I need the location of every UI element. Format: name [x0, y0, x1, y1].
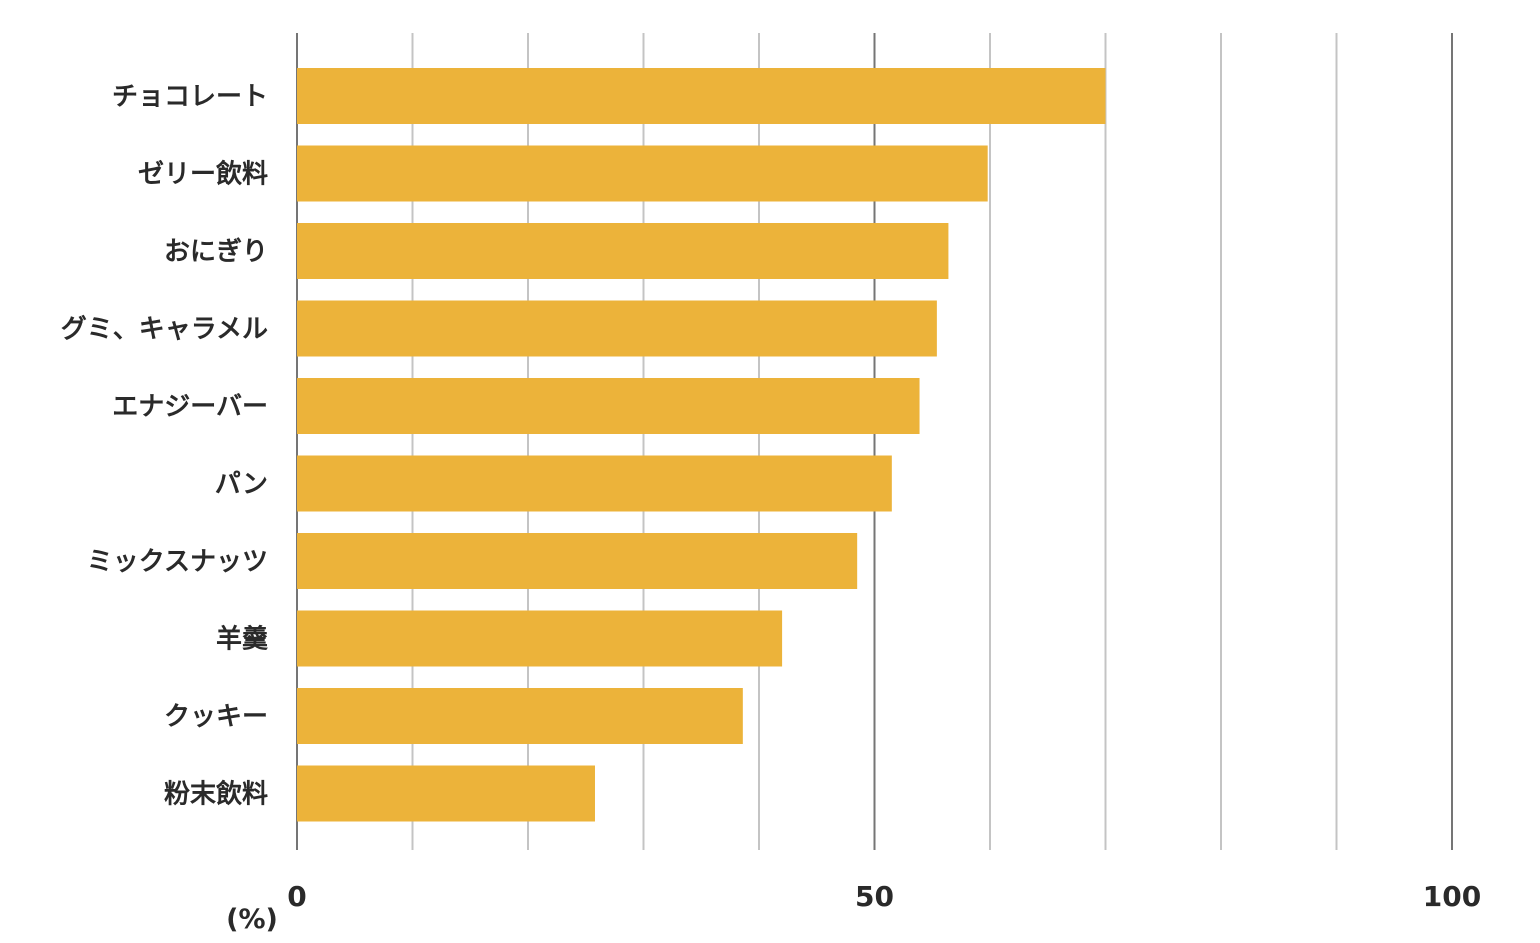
bar-6: [297, 533, 858, 589]
bar-4: [297, 378, 920, 434]
bar-7: [297, 610, 783, 667]
bars: [297, 68, 1106, 822]
bar-1: [297, 145, 988, 202]
bar-3: [297, 300, 937, 357]
category-label-8: クッキー: [164, 702, 268, 732]
tick-label-0: 0: [287, 880, 306, 913]
bar-0: [297, 68, 1106, 124]
category-label-9: 粉末飲料: [164, 779, 268, 810]
category-label-6: ミックスナッツ: [87, 547, 268, 577]
category-label-3: グミ、キャラメル: [61, 315, 268, 345]
tick-label-100: 100: [1423, 880, 1481, 913]
bar-9: [297, 765, 595, 822]
category-label-7: 羊羹: [216, 624, 269, 655]
bar-8: [297, 688, 743, 744]
bar-5: [297, 455, 892, 512]
category-label-1: ゼリー飲料: [138, 159, 268, 190]
category-label-5: パン: [215, 470, 268, 500]
tick-label-50: 50: [855, 880, 894, 913]
category-label-4: エナジーバー: [112, 392, 268, 422]
category-labels: チョコレートゼリー飲料おにぎりグミ、キャラメルエナジーバーパンミックスナッツ羊羹…: [61, 82, 269, 810]
category-label-0: チョコレート: [112, 82, 268, 112]
tick-labels: 0 50 100: [287, 880, 1481, 913]
unit-label: (%): [226, 904, 278, 935]
category-label-2: おにぎり: [164, 237, 268, 267]
bar-2: [297, 223, 949, 279]
